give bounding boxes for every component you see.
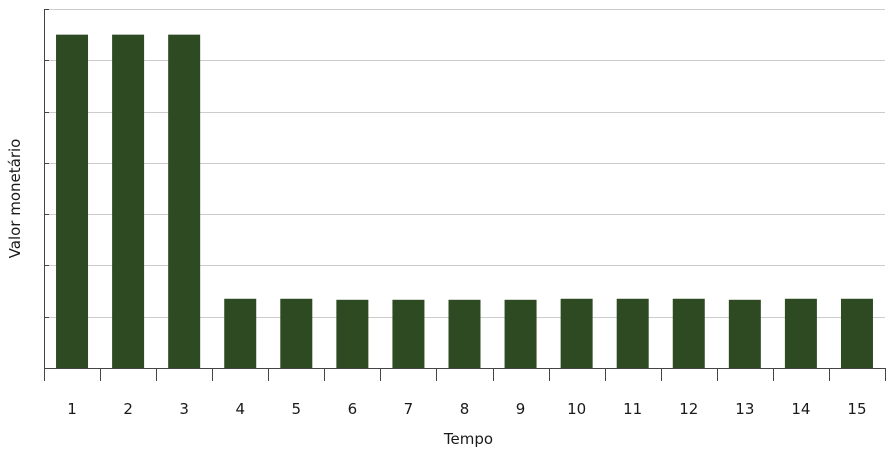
x-tick-label: 11 — [623, 400, 642, 418]
bar-2 — [112, 34, 145, 369]
bars — [56, 34, 873, 369]
y-axis-title: Valor monetário — [6, 139, 24, 259]
x-tick-label: 8 — [460, 400, 470, 418]
x-tick-label: 2 — [123, 400, 133, 418]
x-ticks: 1 2 3 4 5 6 7 8 9 10 11 12 13 14 15 — [44, 368, 886, 418]
bar-6 — [336, 299, 369, 368]
bar-10 — [560, 298, 593, 368]
x-tick-label: 10 — [567, 400, 586, 418]
bar-12 — [672, 298, 705, 368]
bar-9 — [504, 299, 537, 368]
bar-15 — [840, 298, 873, 368]
y-ticks — [44, 9, 49, 318]
x-tick-label: 15 — [847, 400, 866, 418]
bar-13 — [728, 299, 761, 368]
x-tick-label: 6 — [348, 400, 358, 418]
bar-5 — [280, 298, 313, 368]
bar-8 — [448, 299, 481, 368]
bar-11 — [616, 298, 649, 368]
bar-14 — [784, 298, 817, 368]
x-tick-label: 14 — [791, 400, 810, 418]
bar-4 — [224, 298, 257, 368]
x-tick-label: 4 — [235, 400, 245, 418]
x-tick-label: 3 — [179, 400, 189, 418]
x-tick-label: 12 — [679, 400, 698, 418]
bar-1 — [56, 34, 89, 369]
axes — [44, 9, 885, 369]
bar-3 — [168, 34, 201, 369]
x-axis-title: Tempo — [443, 430, 493, 448]
x-tick-label: 5 — [292, 400, 302, 418]
x-tick-label: 1 — [67, 400, 77, 418]
x-tick-label: 7 — [404, 400, 414, 418]
x-tick-label: 9 — [516, 400, 526, 418]
bar-7 — [392, 299, 425, 368]
x-tick-label: 13 — [735, 400, 754, 418]
